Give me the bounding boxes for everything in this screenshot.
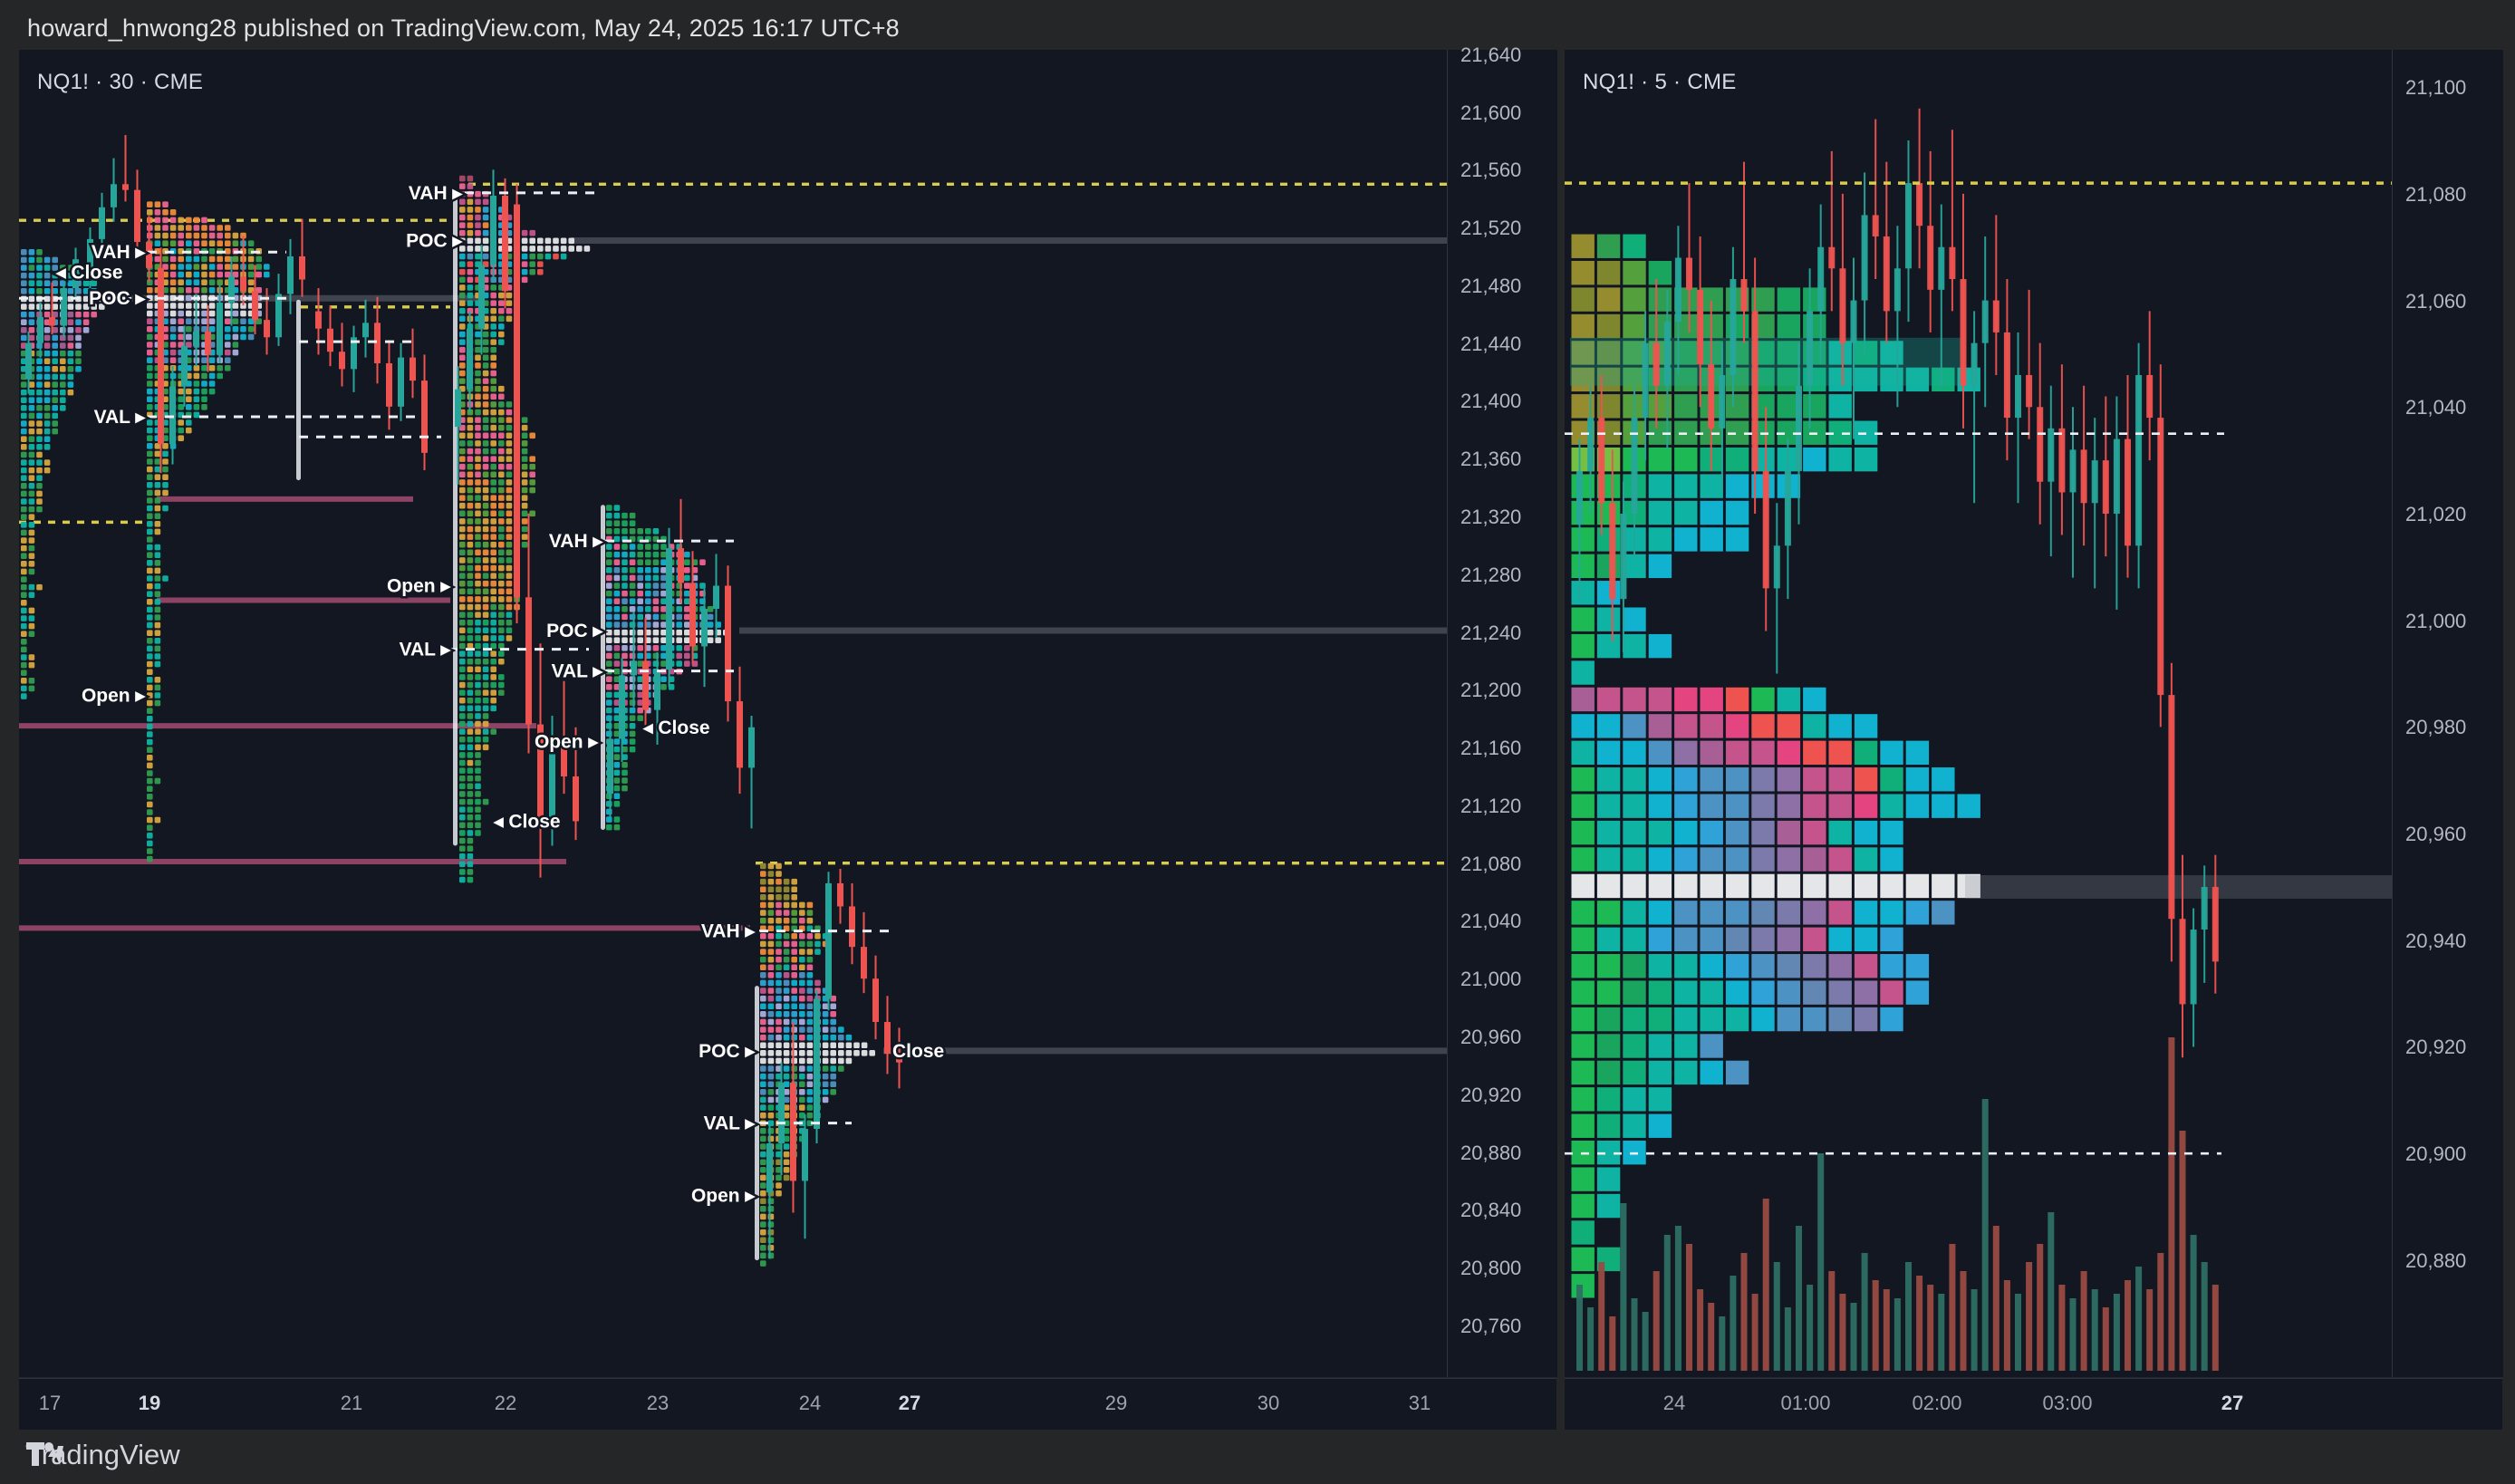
time-tick: 30 <box>1257 1392 1280 1414</box>
price-tick: 21,600 <box>1460 101 1522 124</box>
price-tick: 21,240 <box>1460 621 1522 644</box>
price-tick: 20,920 <box>2405 1036 2467 1059</box>
left-session-anchors <box>296 191 759 1261</box>
level-label: ◂ Close <box>642 718 710 738</box>
tradingview-logo[interactable]: TradingView <box>25 1439 180 1471</box>
price-tick: 20,900 <box>2405 1142 2467 1166</box>
chart-pane-30min[interactable]: VAH ▸ ◂ Close POC ▸ VAL ▸ Open ▸ VAH ▸ POC ▸ Op… <box>19 50 1447 1377</box>
price-tick: 21,040 <box>2405 396 2467 419</box>
price-tick: 21,100 <box>2405 76 2467 100</box>
price-tick: 21,360 <box>1460 448 1522 471</box>
price-tick: 21,640 <box>1460 43 1522 66</box>
price-tick: 21,020 <box>2405 502 2467 525</box>
level-label: POC ▸ <box>406 230 463 251</box>
time-tick: 22 <box>494 1392 517 1414</box>
tradingview-logo-icon <box>26 1442 63 1466</box>
price-tick: 20,960 <box>2405 823 2467 846</box>
time-tick: 27 <box>898 1392 921 1414</box>
left-price-axis[interactable]: 21,640 21,600 21,560 21,520 21,480 21,440 21,4… <box>1447 43 1557 1377</box>
time-tick: 29 <box>1104 1392 1128 1414</box>
price-tick: 21,000 <box>1460 968 1522 991</box>
level-label: Close <box>892 1041 944 1062</box>
price-tick: 20,840 <box>1460 1199 1522 1222</box>
right-time-axis[interactable]: 24 01:00 02:00 03:00 27 <box>1565 1378 2502 1430</box>
right-key-level-dashes <box>1565 181 2392 1155</box>
left-time-axis[interactable]: 17 19 21 22 23 24 27 29 30 31 <box>19 1378 1556 1430</box>
level-label: VAL ▸ <box>704 1113 756 1134</box>
price-tick: 21,040 <box>1460 910 1522 933</box>
right-chart-canvas <box>1565 108 2392 1371</box>
level-label: Open ▸ <box>691 1185 756 1206</box>
price-tick: 21,080 <box>2405 182 2467 206</box>
time-tick: 03:00 <box>2042 1392 2093 1414</box>
right-heatmap-profile <box>1570 233 1981 1299</box>
price-tick: 21,120 <box>1460 794 1522 817</box>
price-tick: 20,960 <box>1460 1025 1522 1048</box>
left-chart-title: NQ1! · 30 · CME <box>37 70 204 94</box>
price-tick: 21,280 <box>1460 563 1522 586</box>
right-bands <box>1570 337 2392 899</box>
level-label: VAL ▸ <box>552 661 604 682</box>
price-tick: 21,320 <box>1460 505 1522 528</box>
price-tick: 20,920 <box>1460 1083 1522 1106</box>
time-tick: 01:00 <box>1780 1392 1831 1414</box>
level-label: ◂ Close <box>493 811 561 832</box>
level-label: POC ▸ <box>546 621 603 641</box>
level-label: VAH ▸ <box>701 921 756 942</box>
price-tick: 21,080 <box>1460 852 1522 875</box>
chart-pane-5min[interactable]: NQ1! · 5 · CME <box>1565 50 2392 1377</box>
time-tick: 02:00 <box>1912 1392 1962 1414</box>
price-tick: 20,980 <box>2405 716 2467 739</box>
level-label: Open ▸ <box>535 732 600 753</box>
price-tick: 21,520 <box>1460 217 1522 240</box>
level-label: VAH ▸ <box>409 183 464 204</box>
level-label: VAH ▸ <box>92 242 147 263</box>
price-tick: 21,160 <box>1460 737 1522 760</box>
left-candles <box>25 135 902 1259</box>
left-level-lines <box>19 182 1447 1055</box>
price-tick: 20,800 <box>1460 1257 1522 1280</box>
time-tick: 31 <box>1408 1392 1431 1414</box>
level-label: VAL ▸ <box>94 407 147 428</box>
level-label: POC ▸ <box>89 288 146 309</box>
time-tick: 21 <box>340 1392 363 1414</box>
left-volume-profiles <box>21 175 875 1267</box>
price-tick: 21,440 <box>1460 332 1522 355</box>
right-chart-title: NQ1! · 5 · CME <box>1583 70 1737 94</box>
level-label: POC ▸ <box>699 1041 756 1062</box>
price-tick: 21,000 <box>2405 609 2467 632</box>
price-tick: 21,400 <box>1460 390 1522 413</box>
time-tick: 19 <box>138 1392 161 1414</box>
time-tick: 27 <box>2221 1392 2244 1414</box>
publish-header: howard_hnwong28 published on TradingView… <box>27 14 900 42</box>
level-label: Open ▸ <box>82 686 147 707</box>
right-candles <box>1576 108 2219 1058</box>
price-tick: 21,200 <box>1460 679 1522 702</box>
level-label: VAH ▸ <box>549 531 604 552</box>
right-price-axis[interactable]: 21,100 21,080 21,060 21,040 21,020 21,000 20,9… <box>2392 50 2503 1377</box>
left-key-level-dashes <box>19 191 892 1125</box>
price-tick: 20,940 <box>2405 929 2467 952</box>
level-label: VAL ▸ <box>400 640 452 660</box>
price-tick: 21,560 <box>1460 159 1522 182</box>
level-label: ◂ Close <box>55 263 123 284</box>
time-tick: 23 <box>646 1392 670 1414</box>
time-tick: 24 <box>1662 1392 1686 1414</box>
price-tick: 21,480 <box>1460 274 1522 297</box>
level-label: Open ▸ <box>387 576 452 597</box>
right-volume-bars <box>1576 1037 2219 1371</box>
time-tick: 24 <box>798 1392 822 1414</box>
price-tick: 20,880 <box>2405 1248 2467 1272</box>
price-tick: 21,060 <box>2405 289 2467 313</box>
price-tick: 20,880 <box>1460 1141 1522 1164</box>
time-tick: 17 <box>38 1392 62 1414</box>
price-tick: 20,760 <box>1460 1314 1522 1337</box>
